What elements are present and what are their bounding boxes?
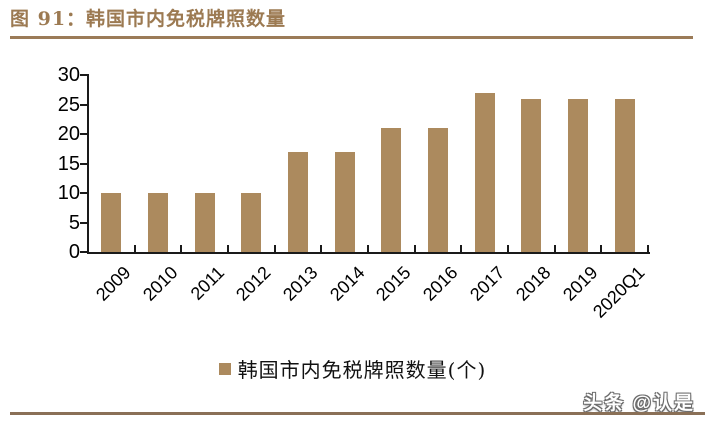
- y-tick-mark: [80, 103, 87, 106]
- x-tick-mark: [460, 245, 463, 252]
- y-tick-label: 20: [57, 123, 80, 145]
- x-tick-label: 2011: [186, 262, 229, 304]
- bar-2009: [101, 193, 122, 252]
- x-tick-mark: [320, 245, 323, 252]
- bar-2012: [241, 193, 262, 252]
- bar-2011: [194, 193, 215, 252]
- bar-2020Q1: [614, 98, 635, 252]
- x-tick-label: 2019: [558, 262, 602, 305]
- legend-swatch-icon: [218, 362, 231, 375]
- x-tick-mark: [273, 245, 276, 252]
- bottom-divider: [10, 412, 705, 415]
- x-tick-label: 2020Q1: [588, 262, 649, 322]
- x-tick-mark: [553, 245, 556, 252]
- y-tick-mark: [80, 74, 87, 76]
- x-tick-mark: [647, 245, 649, 252]
- bar-2010: [148, 193, 168, 252]
- x-tick-mark: [600, 245, 603, 252]
- x-tick-label: 2013: [278, 262, 322, 305]
- bar-2017: [474, 92, 495, 252]
- x-tick-mark: [413, 245, 416, 252]
- x-tick-mark: [180, 245, 183, 252]
- bar-2014: [334, 151, 355, 252]
- watermark: 头条 @认是: [583, 393, 695, 414]
- x-tick-label: 2010: [138, 262, 182, 305]
- x-tick-mark: [507, 245, 509, 252]
- bar-2018: [521, 98, 542, 252]
- bar-2015: [381, 128, 402, 252]
- x-axis-line: [87, 252, 650, 254]
- y-tick-label: 5: [68, 211, 80, 234]
- y-tick-label: 15: [57, 152, 80, 175]
- x-tick-label: 2016: [418, 262, 462, 305]
- y-tick-mark: [80, 192, 87, 194]
- legend: 韩国市内免税牌照数量(个): [0, 354, 705, 383]
- x-tick-label: 2018: [512, 262, 555, 305]
- x-tick-mark: [367, 245, 369, 252]
- x-tick-label: 2014: [325, 262, 369, 305]
- x-tick-label: 2009: [92, 262, 135, 305]
- y-tick-label: 25: [57, 93, 80, 116]
- x-tick-label: 2017: [465, 262, 509, 305]
- y-tick-mark: [80, 133, 87, 135]
- x-tick-label: 2015: [372, 262, 415, 305]
- figure-title: 图 91：韩国市内免税牌照数量: [10, 8, 287, 30]
- y-tick-label: 10: [57, 182, 80, 204]
- bar-2019: [568, 98, 588, 252]
- y-tick-mark: [80, 251, 87, 253]
- y-axis-line: [87, 74, 89, 254]
- x-tick-label: 2012: [232, 262, 275, 305]
- x-tick-mark: [227, 245, 229, 252]
- y-tick-label: 0: [68, 241, 80, 263]
- bar-2016: [428, 128, 448, 252]
- title-divider: [10, 36, 693, 39]
- legend-label: 韩国市内免税牌照数量(个): [237, 358, 487, 382]
- y-tick-label: 30: [57, 64, 80, 86]
- y-tick-mark: [80, 221, 87, 224]
- bar-2013: [288, 151, 308, 252]
- y-tick-mark: [80, 162, 87, 165]
- x-tick-mark: [133, 245, 136, 252]
